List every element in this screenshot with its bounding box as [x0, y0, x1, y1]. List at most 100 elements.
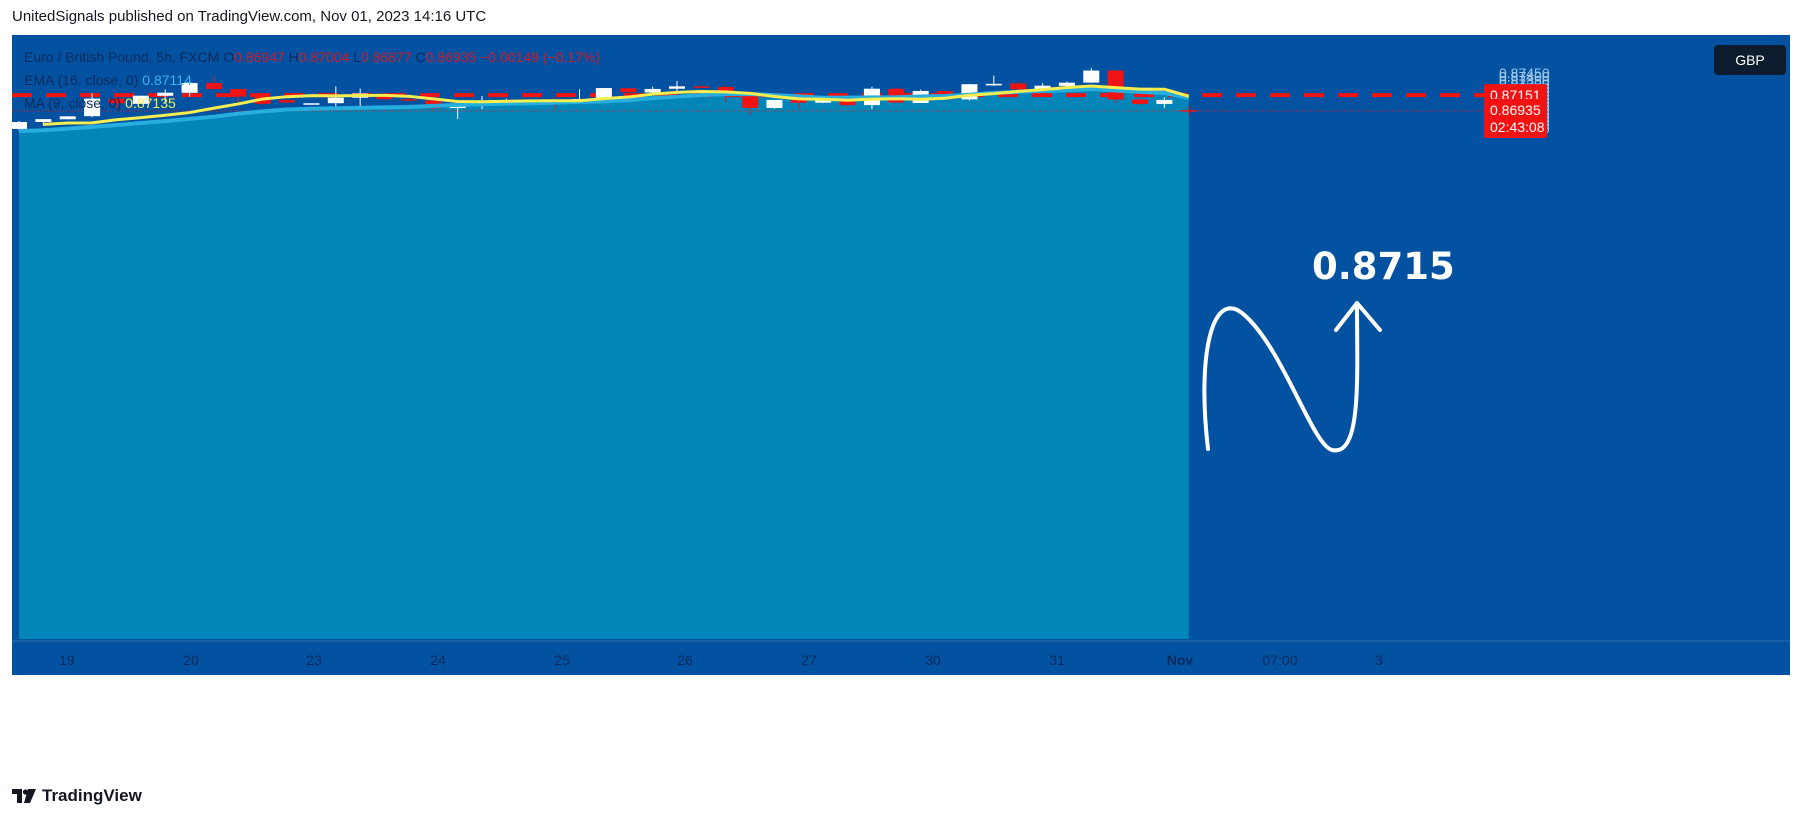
- legend-high-value: 0.87004: [298, 49, 350, 65]
- candle-body: [230, 89, 247, 97]
- legend-ema-label: EMA (16, close, 0): [24, 72, 139, 88]
- candle: [108, 98, 125, 109]
- candle-body: [12, 122, 27, 129]
- candle-body: [742, 93, 759, 108]
- legend-change: −0.00149 (−0.17%): [480, 49, 601, 65]
- candle-body: [1010, 83, 1027, 90]
- candle: [1180, 105, 1197, 116]
- candle: [205, 76, 222, 91]
- candle-body: [717, 86, 734, 94]
- legend-close-label: C: [415, 49, 426, 65]
- candle: [1156, 97, 1173, 108]
- candle: [181, 79, 198, 97]
- candle-body: [644, 88, 661, 93]
- candle-body: [84, 98, 101, 117]
- x-tick-label: Nov: [1167, 652, 1194, 668]
- current-price-badge-bg: [1484, 99, 1547, 139]
- legend-ema-value: 0.87114: [142, 72, 192, 88]
- x-tick-label: 07:00: [1262, 652, 1297, 668]
- legend-ma-row: MA (9, close, 0) 0.87135: [24, 92, 600, 115]
- candle: [400, 98, 417, 101]
- candle-body: [1180, 110, 1197, 112]
- x-tick-label: 3: [1375, 652, 1383, 668]
- candle-body: [668, 86, 685, 89]
- legend-low-label: L: [353, 49, 362, 65]
- x-tick-label: 30: [925, 652, 941, 668]
- candle-body: [766, 99, 783, 108]
- chart-legend: Euro / British Pound, 5h, FXCM O0.86947 …: [24, 46, 600, 115]
- legend-symbol: Euro / British Pound, 5h, FXCM: [24, 49, 220, 65]
- candle-body: [132, 95, 149, 104]
- legend-symbol-row: Euro / British Pound, 5h, FXCM O0.86947 …: [24, 46, 600, 69]
- ma-line: [43, 84, 1190, 126]
- candle: [1132, 98, 1149, 106]
- target-annotation-text: 0.8715: [1312, 245, 1455, 288]
- candle: [1083, 68, 1100, 83]
- candle-body: [620, 88, 637, 93]
- candle: [279, 100, 296, 104]
- candle-body: [1156, 99, 1173, 104]
- legend-ma-label: MA (9, close, 0): [24, 95, 122, 111]
- footer-brand-text: TradingView: [42, 786, 142, 805]
- candle: [620, 87, 637, 93]
- tradingview-logo-icon: [12, 789, 36, 803]
- x-axis-background: [12, 639, 1487, 675]
- legend-open-value: 0.86947: [234, 49, 285, 65]
- x-tick-label: 27: [801, 652, 817, 668]
- candlestick-chart[interactable]: 0.874500.874000.873500.873000.872500.872…: [12, 35, 1790, 775]
- legend-low-value: 0.86877: [361, 49, 412, 65]
- candle: [12, 121, 27, 131]
- x-tick-label: 24: [430, 652, 446, 668]
- footer-brand[interactable]: TradingView: [12, 786, 142, 806]
- candle-body: [59, 116, 76, 120]
- publisher-header: UnitedSignals published on TradingView.c…: [12, 8, 487, 25]
- candle: [303, 103, 320, 105]
- x-tick-label: 23: [306, 652, 322, 668]
- candle-body: [815, 99, 832, 103]
- candle-body: [595, 88, 612, 100]
- candle: [157, 89, 174, 103]
- legend-ema-row: EMA (16, close, 0) 0.87114: [24, 69, 600, 92]
- candle: [985, 75, 1002, 87]
- ema-area: [19, 89, 1189, 640]
- countdown-text: 02:43:08: [1490, 119, 1545, 135]
- candle-body: [1132, 99, 1149, 104]
- candle: [668, 80, 685, 93]
- legend-ma-value: 0.87135: [125, 95, 176, 111]
- candle-body: [1034, 85, 1051, 90]
- candle: [84, 93, 101, 118]
- legend-high-label: H: [288, 49, 299, 65]
- projection-arrowhead: [1334, 301, 1382, 332]
- current-price-badge-text: 0.86935: [1490, 102, 1541, 118]
- currency-badge[interactable]: GBP: [1714, 45, 1786, 75]
- candle-body: [108, 98, 125, 104]
- candle-body: [400, 99, 417, 101]
- x-tick-label: 31: [1049, 652, 1065, 668]
- y-tick-label: 0.87400: [1499, 69, 1550, 85]
- legend-close-value: 0.86935: [425, 49, 477, 65]
- x-tick-label: 19: [59, 652, 75, 668]
- candle: [35, 118, 52, 126]
- candle: [1010, 81, 1027, 91]
- candle-body: [157, 92, 174, 96]
- candle-body: [35, 119, 52, 123]
- candle-body: [181, 83, 198, 93]
- x-tick-label: 26: [677, 652, 693, 668]
- candle-body: [279, 100, 296, 103]
- candle-body: [205, 83, 222, 90]
- candle: [961, 83, 978, 101]
- candle-body: [790, 99, 807, 103]
- candle: [132, 95, 149, 105]
- x-tick-label: 20: [183, 652, 199, 668]
- candle-body: [1083, 70, 1100, 83]
- projection-path: [1202, 303, 1360, 453]
- candle: [59, 116, 76, 120]
- candle-body: [327, 97, 344, 104]
- candle-body: [693, 86, 710, 88]
- candle-body: [985, 83, 1002, 86]
- candle-body: [1058, 82, 1075, 86]
- candle-body: [839, 99, 856, 106]
- chart-area[interactable]: 0.874500.874000.873500.873000.872500.872…: [12, 35, 1790, 775]
- candle: [766, 99, 783, 109]
